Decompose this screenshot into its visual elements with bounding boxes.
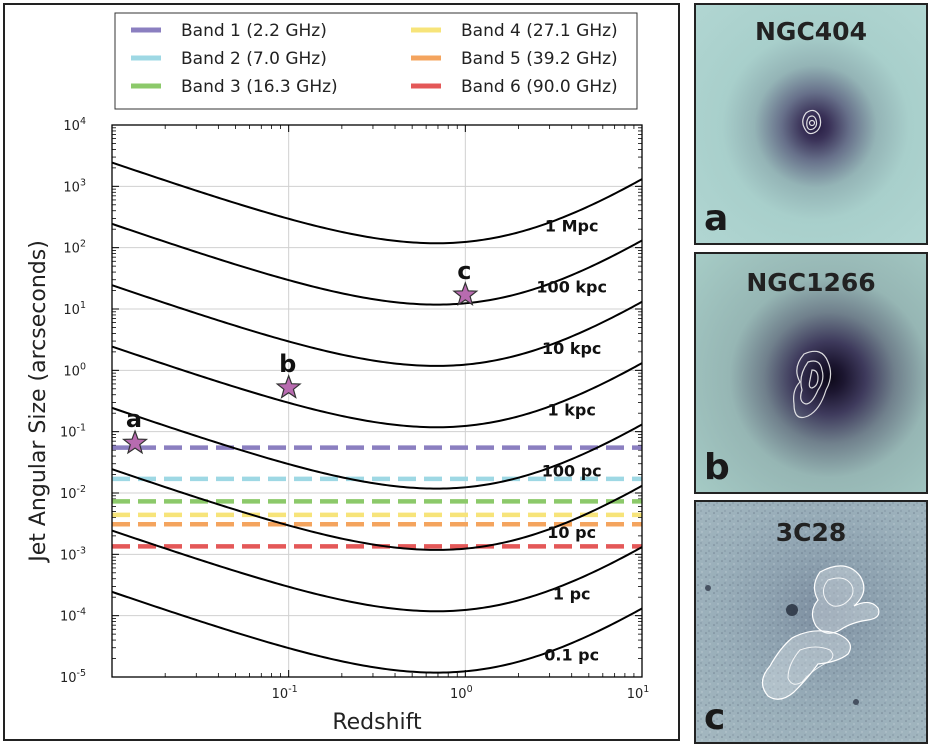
y-tick-exponent: -1 (77, 423, 86, 434)
x-tick-exponent: 1 (643, 684, 649, 695)
y-tick-exponent: 3 (80, 177, 86, 188)
legend-label: Band 3 (16.3 GHz) (181, 77, 338, 97)
image-title: NGC1266 (746, 268, 876, 297)
size-curve (112, 222, 642, 306)
y-tick-label: 10-5 (60, 668, 86, 686)
image-letter: b (704, 447, 730, 488)
y-tick-label: 10-4 (60, 607, 86, 625)
size-curve (112, 284, 642, 367)
x-tick-exponent: 0 (467, 684, 473, 695)
y-tick-label: 102 (63, 239, 86, 257)
y-tick-label: 100 (63, 361, 86, 379)
size-curve (112, 345, 642, 429)
x-axis-label: Redshift (332, 710, 422, 735)
y-tick-exponent: 0 (80, 361, 86, 372)
legend-label: Band 2 (7.0 GHz) (181, 49, 327, 69)
curve-label: 1 kpc (548, 400, 596, 419)
image-panel-b: NGC1266 b (694, 252, 928, 494)
y-tick-exponent: 4 (80, 116, 86, 127)
y-tick-exponent: -3 (77, 545, 86, 556)
size-curve (112, 590, 642, 674)
image-letter: a (704, 198, 729, 239)
curve-label: 1 pc (553, 584, 591, 603)
image-title: 3C28 (775, 518, 847, 547)
image-panel-a: NGC404 a (694, 3, 928, 245)
legend-label: Band 6 (90.0 GHz) (461, 77, 618, 97)
contour-c (696, 502, 926, 742)
chart-svg: 1 Mpc 100 kpc 10 kpc 1 kpc 100 pc 10 pc 1 pc 0.… (26, 12, 650, 735)
star-marker (275, 374, 302, 399)
curve-label: 10 kpc (542, 339, 601, 358)
y-tick-label: 101 (63, 300, 86, 318)
image-title: NGC404 (755, 17, 867, 46)
contour-a (802, 109, 822, 135)
legend-box (114, 12, 638, 110)
marker-label: a (126, 405, 142, 433)
y-tick-exponent: 2 (80, 239, 86, 250)
curve-label: 10 pc (547, 523, 596, 542)
size-curve (112, 406, 642, 490)
curve-label: 100 pc (542, 462, 602, 481)
y-axis-label: Jet Angular Size (arcseconds) (26, 240, 51, 564)
y-tick-exponent: -5 (77, 668, 86, 679)
y-tick-label: 10-2 (60, 484, 86, 502)
size-curve (112, 529, 642, 613)
star-marker (121, 429, 149, 455)
image-letter: c (704, 697, 726, 738)
y-tick-label: 103 (63, 177, 86, 195)
legend-label: Band 5 (39.2 GHz) (461, 49, 618, 69)
plot-frame (111, 124, 643, 678)
marker-label: b (279, 350, 296, 378)
x-tick-label: 101 (627, 684, 650, 702)
curve-label: 100 kpc (536, 278, 607, 297)
x-tick-label: 100 (450, 684, 473, 702)
y-tick-exponent: -4 (77, 607, 86, 618)
y-tick-exponent: 1 (80, 300, 86, 311)
chart-panel: 1 Mpc 100 kpc 10 kpc 1 kpc 100 pc 10 pc 1 pc 0.… (3, 3, 680, 741)
x-tick-exponent: -1 (288, 684, 297, 695)
plot-area (112, 161, 642, 674)
y-tick-label: 10-3 (60, 545, 86, 563)
star-marker (452, 281, 479, 306)
contour-b (793, 350, 832, 419)
y-tick-exponent: -2 (77, 484, 86, 495)
y-tick-label: 104 (63, 116, 86, 134)
size-curve (112, 161, 642, 245)
legend-label: Band 1 (2.2 GHz) (181, 21, 327, 41)
marker-label: c (457, 257, 471, 285)
curve-label: 0.1 pc (544, 646, 599, 665)
image-panel-c: 3C28 c (694, 500, 928, 744)
curve-label: 1 Mpc (545, 216, 599, 235)
x-tick-label: 10-1 (272, 684, 298, 702)
y-tick-label: 10-1 (60, 423, 86, 441)
size-curve (112, 468, 642, 551)
legend-label: Band 4 (27.1 GHz) (461, 21, 618, 41)
